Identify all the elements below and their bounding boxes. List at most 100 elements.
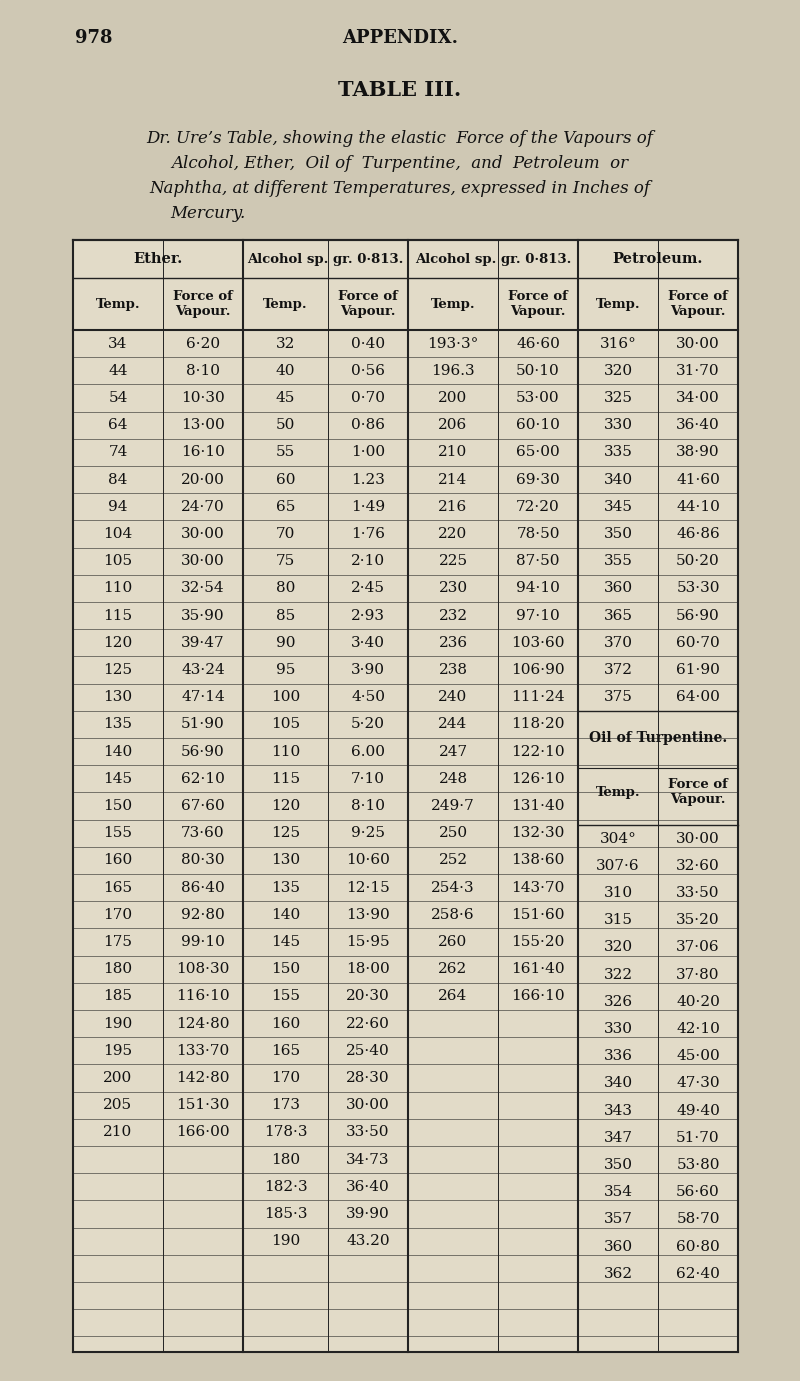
Text: 375: 375 <box>603 690 633 704</box>
Text: 78·50: 78·50 <box>516 528 560 541</box>
Text: 190: 190 <box>103 1016 133 1030</box>
Text: 39·90: 39·90 <box>346 1207 390 1221</box>
Bar <box>73 240 738 1352</box>
Text: 50: 50 <box>276 418 295 432</box>
Text: 85: 85 <box>276 609 295 623</box>
Text: 322: 322 <box>603 968 633 982</box>
Text: 75: 75 <box>276 554 295 568</box>
Text: 130: 130 <box>271 853 300 867</box>
Text: Ether.: Ether. <box>134 251 182 267</box>
Text: Dr. Ure’s Table, showing the elastic  Force of the Vapours of: Dr. Ure’s Table, showing the elastic For… <box>146 130 654 146</box>
Text: 118·20: 118·20 <box>511 717 565 732</box>
Text: 132·30: 132·30 <box>511 826 565 840</box>
Text: 34·00: 34·00 <box>676 391 720 405</box>
Text: 24·70: 24·70 <box>181 500 225 514</box>
Text: 56·60: 56·60 <box>676 1185 720 1199</box>
Text: 2·45: 2·45 <box>351 581 385 595</box>
Text: 260: 260 <box>438 935 468 949</box>
Text: 6·20: 6·20 <box>186 337 220 351</box>
Text: 32·60: 32·60 <box>676 859 720 873</box>
Text: 62·40: 62·40 <box>676 1266 720 1280</box>
Text: 262: 262 <box>438 963 468 976</box>
Text: 125: 125 <box>103 663 133 677</box>
Text: 40·20: 40·20 <box>676 994 720 1010</box>
Text: 166·10: 166·10 <box>511 989 565 1004</box>
Text: Force of
Vapour.: Force of Vapour. <box>668 290 728 318</box>
Text: TABLE III.: TABLE III. <box>338 80 462 99</box>
Text: 200: 200 <box>438 391 468 405</box>
Text: 53·00: 53·00 <box>516 391 560 405</box>
Text: 126·10: 126·10 <box>511 772 565 786</box>
Text: Naphtha, at different Temperatures, expressed in Inches of: Naphtha, at different Temperatures, expr… <box>150 180 650 196</box>
Text: 64·00: 64·00 <box>676 690 720 704</box>
Text: 28·30: 28·30 <box>346 1072 390 1085</box>
Text: 180: 180 <box>271 1153 300 1167</box>
Text: 10·60: 10·60 <box>346 853 390 867</box>
Text: 35·20: 35·20 <box>676 913 720 927</box>
Text: 51·70: 51·70 <box>676 1131 720 1145</box>
Text: 4·50: 4·50 <box>351 690 385 704</box>
Text: 165: 165 <box>103 881 133 895</box>
Text: 155: 155 <box>103 826 133 840</box>
Text: 196.3: 196.3 <box>431 363 475 378</box>
Text: 350: 350 <box>603 1159 633 1172</box>
Text: 87·50: 87·50 <box>516 554 560 568</box>
Text: 46·60: 46·60 <box>516 337 560 351</box>
Text: 54: 54 <box>108 391 128 405</box>
Text: 240: 240 <box>438 690 468 704</box>
Text: 307·6: 307·6 <box>596 859 640 873</box>
Text: 200: 200 <box>103 1072 133 1085</box>
Text: 45: 45 <box>276 391 295 405</box>
Text: 104: 104 <box>103 528 133 541</box>
Text: 248: 248 <box>438 772 467 786</box>
Text: 60·70: 60·70 <box>676 635 720 650</box>
Text: 20·30: 20·30 <box>346 989 390 1004</box>
Text: 1·49: 1·49 <box>351 500 385 514</box>
Text: 2·10: 2·10 <box>351 554 385 568</box>
Text: 225: 225 <box>438 554 467 568</box>
Text: Temp.: Temp. <box>96 297 140 311</box>
Text: 0·40: 0·40 <box>351 337 385 351</box>
Text: 160: 160 <box>271 1016 300 1030</box>
Text: 49·40: 49·40 <box>676 1103 720 1117</box>
Text: 22·60: 22·60 <box>346 1016 390 1030</box>
Text: 110: 110 <box>103 581 133 595</box>
Text: 65: 65 <box>276 500 295 514</box>
Text: 30·00: 30·00 <box>181 528 225 541</box>
Text: 330: 330 <box>603 418 633 432</box>
Text: 166·00: 166·00 <box>176 1126 230 1139</box>
Text: 40: 40 <box>276 363 295 378</box>
Text: 335: 335 <box>603 446 633 460</box>
Text: Force of
Vapour.: Force of Vapour. <box>173 290 233 318</box>
Text: 357: 357 <box>603 1213 633 1226</box>
Text: 70: 70 <box>276 528 295 541</box>
Text: 310: 310 <box>603 887 633 900</box>
Text: 38·90: 38·90 <box>676 446 720 460</box>
Text: Force of
Vapour.: Force of Vapour. <box>338 290 398 318</box>
Text: 9·25: 9·25 <box>351 826 385 840</box>
Text: 97·10: 97·10 <box>516 609 560 623</box>
Text: 36·40: 36·40 <box>676 418 720 432</box>
Text: 140: 140 <box>103 744 133 758</box>
Text: 372: 372 <box>603 663 633 677</box>
Text: 173: 173 <box>271 1098 300 1112</box>
Text: 30·00: 30·00 <box>346 1098 390 1112</box>
Text: 315: 315 <box>603 913 633 927</box>
Text: 108·30: 108·30 <box>176 963 230 976</box>
Text: 67·60: 67·60 <box>181 800 225 813</box>
Text: 13·90: 13·90 <box>346 907 390 921</box>
Text: 155·20: 155·20 <box>511 935 565 949</box>
Text: 33·50: 33·50 <box>346 1126 390 1139</box>
Text: 206: 206 <box>438 418 468 432</box>
Text: 264: 264 <box>438 989 468 1004</box>
Text: Temp.: Temp. <box>430 297 475 311</box>
Text: 135: 135 <box>103 717 133 732</box>
Text: Alcohol sp. gr. 0·813.: Alcohol sp. gr. 0·813. <box>415 253 571 265</box>
Text: 64: 64 <box>108 418 128 432</box>
Text: 122·10: 122·10 <box>511 744 565 758</box>
Text: 180: 180 <box>103 963 133 976</box>
Text: 106·90: 106·90 <box>511 663 565 677</box>
Text: 247: 247 <box>438 744 467 758</box>
Text: 325: 325 <box>603 391 633 405</box>
Text: 111·24: 111·24 <box>511 690 565 704</box>
